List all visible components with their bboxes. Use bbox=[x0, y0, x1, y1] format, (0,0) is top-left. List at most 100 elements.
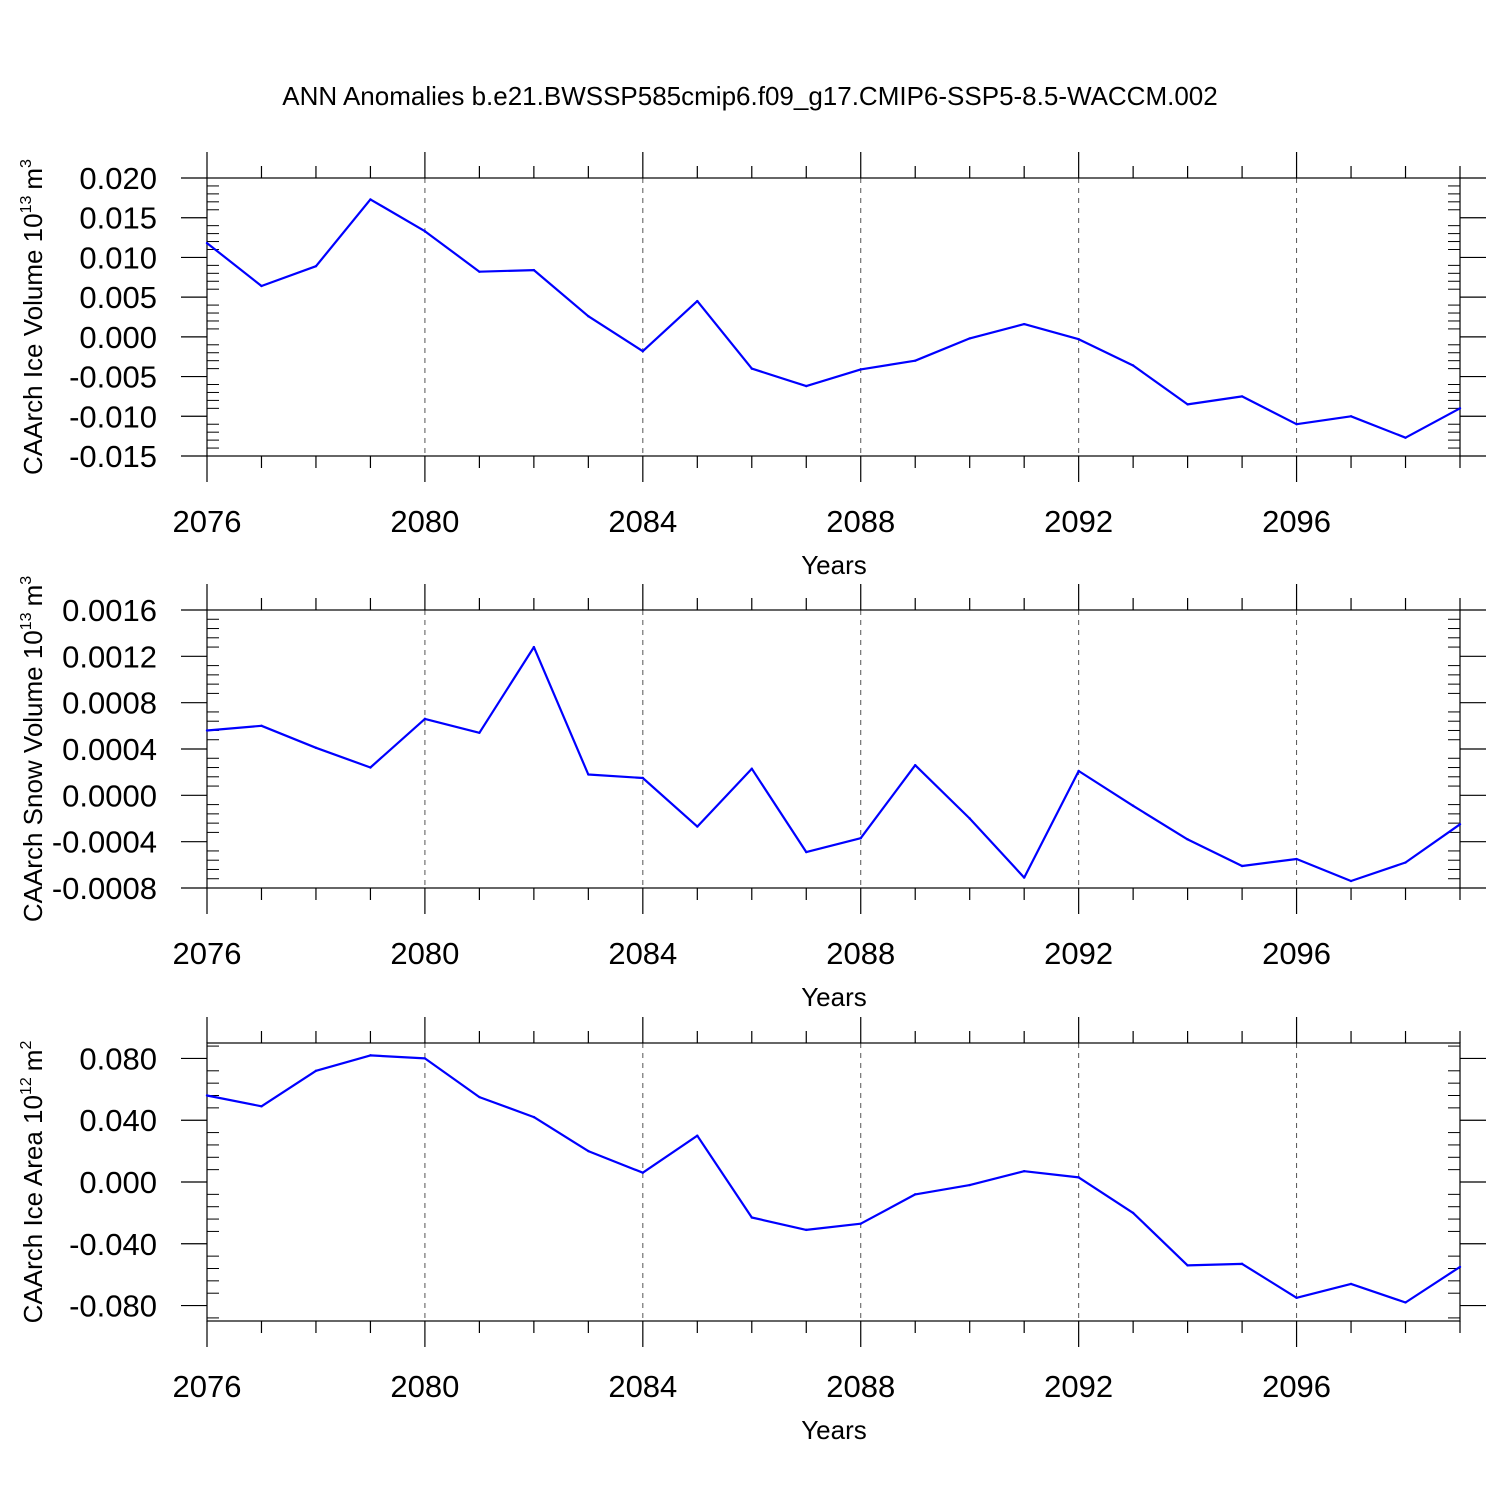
y-tick-label-1: -0.010 bbox=[69, 399, 157, 434]
y-axis-label: CAArch Ice Volume 1013 m3 bbox=[18, 159, 48, 475]
data-point-2079 bbox=[369, 198, 372, 201]
data-point-2097 bbox=[1349, 879, 1353, 883]
y-tick-label-0: -0.015 bbox=[69, 439, 157, 474]
data-point-2080 bbox=[423, 230, 427, 233]
data-point-2095 bbox=[1240, 1262, 1244, 1266]
ylabel-main: CAArch Ice Volume 10 bbox=[18, 213, 48, 475]
data-point-2099 bbox=[1458, 1265, 1462, 1269]
data-point-2098 bbox=[1404, 861, 1407, 864]
data-point-2082 bbox=[532, 645, 536, 649]
data-point-2083 bbox=[587, 1149, 590, 1153]
x-axis-label: Years bbox=[801, 550, 867, 580]
data-point-2084 bbox=[641, 1171, 645, 1174]
x-tick-label-2092: 2092 bbox=[1044, 504, 1113, 539]
y-tick-label-3: 0.040 bbox=[79, 1103, 157, 1138]
data-point-2077 bbox=[260, 284, 263, 288]
y-tick-label-4: 0.005 bbox=[79, 280, 157, 315]
ylabel-main: CAArch Ice Area 10 bbox=[18, 1095, 48, 1323]
y-tick-label-7: 0.020 bbox=[79, 161, 157, 196]
plot-frame bbox=[206, 609, 1461, 889]
x-tick-label-2076: 2076 bbox=[173, 1369, 242, 1404]
data-point-2094 bbox=[1186, 838, 1189, 841]
data-point-2081 bbox=[478, 270, 481, 273]
plot-frame bbox=[206, 1042, 1461, 1322]
data-point-2077 bbox=[260, 1105, 263, 1108]
data-point-2088 bbox=[859, 368, 862, 371]
data-point-2078 bbox=[314, 1069, 318, 1073]
x-tick-label-2088: 2088 bbox=[826, 504, 895, 539]
data-point-2076 bbox=[205, 1094, 209, 1097]
data-point-2086 bbox=[750, 367, 753, 370]
x-tick-label-2084: 2084 bbox=[608, 504, 677, 539]
data-point-2087 bbox=[805, 850, 808, 854]
y-tick-label-6: 0.015 bbox=[79, 201, 157, 236]
data-point-2088 bbox=[859, 836, 862, 840]
x-tick-label-2096: 2096 bbox=[1262, 504, 1331, 539]
y-tick-label-4: 0.0008 bbox=[62, 686, 157, 721]
data-point-2090 bbox=[968, 817, 971, 820]
series-line-0 bbox=[206, 1054, 1461, 1304]
ylabel-exp: 13 bbox=[18, 196, 35, 214]
data-point-2086 bbox=[750, 767, 753, 770]
ylabel-unit-exp: 3 bbox=[18, 159, 35, 168]
data-point-2085 bbox=[696, 1134, 699, 1137]
data-point-2079 bbox=[369, 766, 372, 769]
data-point-2096 bbox=[1295, 423, 1298, 426]
x-tick-label-2088: 2088 bbox=[826, 936, 895, 971]
data-point-2081 bbox=[478, 731, 481, 734]
data-point-2086 bbox=[750, 1216, 753, 1219]
y-axis-label: CAArch Ice Area 1012 m2 bbox=[18, 1041, 48, 1324]
data-point-2097 bbox=[1349, 1282, 1353, 1286]
data-point-2091 bbox=[1022, 1169, 1026, 1173]
data-point-2079 bbox=[369, 1054, 372, 1057]
y-tick-label-1: -0.0004 bbox=[52, 825, 157, 860]
x-tick-label-2088: 2088 bbox=[826, 1369, 895, 1404]
data-point-2087 bbox=[805, 1228, 808, 1232]
x-tick-label-2084: 2084 bbox=[608, 936, 677, 971]
data-point-2078 bbox=[314, 264, 318, 268]
y-tick-label-1: -0.040 bbox=[69, 1227, 157, 1262]
y-tick-label-5: 0.010 bbox=[79, 240, 157, 275]
y-tick-label-2: 0.000 bbox=[79, 1165, 157, 1200]
data-point-2082 bbox=[532, 268, 536, 272]
data-point-2098 bbox=[1404, 436, 1407, 439]
x-axis-label: Years bbox=[801, 982, 867, 1012]
data-point-2082 bbox=[532, 1115, 536, 1119]
data-point-2092 bbox=[1077, 769, 1080, 773]
data-point-2081 bbox=[478, 1095, 481, 1099]
ylabel-unit: m bbox=[18, 168, 48, 190]
data-point-2098 bbox=[1404, 1301, 1407, 1304]
y-tick-label-5: 0.0012 bbox=[62, 639, 157, 674]
data-point-2088 bbox=[859, 1222, 862, 1225]
y-tick-label-3: 0.000 bbox=[79, 320, 157, 355]
data-point-2080 bbox=[423, 1057, 427, 1060]
data-point-2093 bbox=[1131, 364, 1135, 367]
x-tick-label-2076: 2076 bbox=[173, 936, 242, 971]
y-tick-label-2: 0.0000 bbox=[62, 778, 157, 813]
data-point-2077 bbox=[260, 724, 263, 728]
data-point-2092 bbox=[1077, 338, 1080, 341]
data-point-2091 bbox=[1022, 322, 1026, 326]
data-point-2092 bbox=[1077, 1176, 1080, 1179]
data-point-2083 bbox=[587, 773, 590, 776]
data-point-2096 bbox=[1295, 857, 1298, 861]
y-axis-label: CAArch Snow Volume 1013 m3 bbox=[18, 576, 48, 922]
y-tick-label-3: 0.0004 bbox=[62, 732, 157, 767]
ylabel-exp: 13 bbox=[18, 612, 35, 630]
y-tick-label-0: -0.080 bbox=[69, 1289, 157, 1324]
data-point-2095 bbox=[1240, 395, 1244, 398]
data-point-2099 bbox=[1458, 407, 1462, 410]
x-tick-label-2076: 2076 bbox=[173, 504, 242, 539]
series-line-0 bbox=[206, 645, 1461, 883]
data-point-2084 bbox=[641, 349, 645, 353]
ylabel-unit-exp: 3 bbox=[18, 576, 35, 585]
y-tick-label-2: -0.005 bbox=[69, 360, 157, 395]
series-line-0 bbox=[206, 198, 1461, 439]
data-point-2084 bbox=[641, 776, 645, 780]
data-point-2078 bbox=[314, 746, 318, 750]
data-point-2090 bbox=[968, 337, 971, 340]
x-tick-label-2096: 2096 bbox=[1262, 1369, 1331, 1404]
data-point-2089 bbox=[914, 1193, 917, 1196]
y-tick-label-0: -0.0008 bbox=[52, 871, 157, 906]
data-point-2089 bbox=[914, 764, 917, 767]
